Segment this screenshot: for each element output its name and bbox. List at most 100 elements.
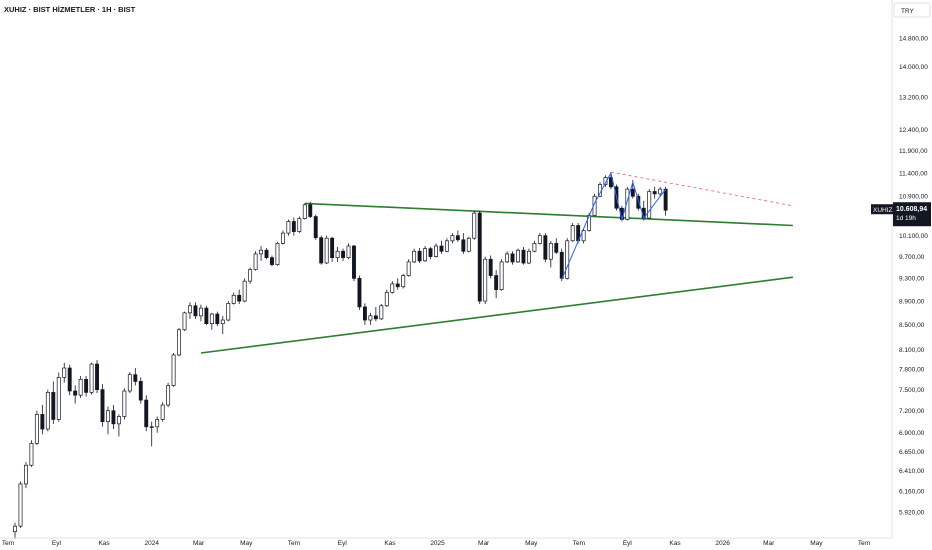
candle-body — [330, 237, 335, 258]
candle — [231, 292, 236, 305]
price-tick-label: 14.000,00 — [899, 64, 928, 71]
candle-body — [67, 367, 72, 392]
candle-body — [406, 261, 411, 276]
candle-body — [439, 245, 444, 252]
drawings-layer — [200, 202, 794, 354]
price-tick-label: 9.700,00 — [899, 254, 925, 261]
candle — [215, 311, 220, 327]
candle-body — [13, 525, 17, 532]
candle-body — [138, 381, 143, 401]
price-tick-label: 8.100,00 — [899, 347, 925, 354]
currency-label: TRY — [901, 8, 915, 15]
candle — [352, 244, 356, 282]
candle-body — [494, 275, 499, 290]
channel-upper-line[interactable] — [304, 202, 793, 227]
price-axis[interactable]: 5.920,00 6.160,00 6.410,00 6.650,00 6.900,00… — [899, 35, 928, 516]
candle — [188, 302, 192, 319]
candle-body — [581, 230, 586, 242]
candle-body — [275, 243, 280, 265]
candle — [248, 267, 253, 284]
price-tick-label: 6.900,00 — [899, 430, 925, 437]
candle — [78, 376, 83, 398]
candle — [100, 384, 105, 427]
candle — [444, 238, 449, 253]
candle — [297, 216, 302, 234]
currency-button[interactable]: TRY — [893, 2, 931, 18]
time-tick-label: Mar — [763, 540, 775, 547]
price-tick-label: 9.300,00 — [899, 276, 925, 283]
candle — [291, 217, 296, 236]
candle — [346, 243, 351, 260]
candle-body — [29, 443, 34, 466]
candle-body — [543, 235, 548, 260]
projection-dashed-line[interactable] — [610, 171, 793, 207]
candle — [73, 385, 78, 404]
price-tick-label: 11.900,00 — [899, 148, 928, 155]
candle-body — [155, 419, 160, 428]
candle — [565, 238, 570, 280]
candle — [395, 278, 400, 290]
candle-body — [40, 413, 45, 430]
pattern-layer — [561, 171, 793, 280]
price-tick-label: 7.800,00 — [899, 367, 925, 374]
candle-body — [472, 212, 477, 239]
candle — [516, 248, 520, 264]
candle — [149, 421, 154, 447]
candle — [242, 278, 247, 303]
candle-body — [423, 248, 428, 262]
candle-body — [182, 312, 187, 331]
candle — [313, 214, 318, 240]
candle-body — [149, 426, 154, 428]
candle-body — [324, 237, 329, 264]
candle — [144, 395, 149, 432]
candle — [423, 246, 428, 262]
price-tick-label: 11.400,00 — [899, 170, 928, 177]
time-tick-label: May — [810, 540, 823, 547]
candle — [275, 241, 280, 266]
zigzag-line[interactable] — [610, 172, 666, 222]
candle — [270, 255, 274, 267]
candle — [554, 238, 559, 254]
time-tick-label: Mar — [478, 540, 490, 547]
candle-body — [215, 313, 220, 325]
candle — [133, 368, 138, 386]
candle-body — [127, 374, 132, 392]
price-tick-label: 14.800,00 — [899, 35, 928, 42]
candle — [570, 223, 575, 242]
candle-body — [521, 249, 526, 264]
time-axis[interactable]: Tem Eyl Kas 2024 Mar May Tem Eyl Kas 2025 Mar May Te… — [2, 540, 870, 547]
candle — [373, 306, 378, 322]
candle-body — [259, 249, 264, 255]
candle — [226, 301, 231, 322]
candle — [220, 315, 225, 335]
candle-body — [34, 413, 39, 444]
candle — [122, 388, 127, 420]
rally-line[interactable] — [561, 172, 612, 280]
time-tick-label: 2025 — [430, 540, 445, 547]
candle-body — [319, 237, 324, 264]
candle — [51, 381, 56, 424]
candle-body — [270, 257, 274, 265]
channel-lower-line[interactable] — [200, 276, 794, 354]
candle-body — [570, 225, 575, 242]
time-tick-label: 2024 — [144, 540, 159, 547]
candle — [34, 410, 39, 445]
candle — [537, 233, 542, 245]
candle — [548, 240, 553, 268]
candle — [406, 259, 411, 277]
candle-body — [100, 389, 105, 422]
candle-body — [286, 221, 291, 234]
candle-body — [434, 245, 438, 257]
candle — [652, 186, 657, 199]
candle-body — [220, 319, 225, 325]
candle-body — [362, 306, 367, 321]
candle — [658, 186, 663, 197]
candle — [335, 247, 340, 262]
time-tick-label: Tem — [573, 540, 585, 547]
candle-body — [565, 240, 570, 279]
candle-body — [166, 385, 171, 406]
candle — [259, 246, 264, 261]
candle-body — [226, 303, 231, 321]
candle-body — [231, 294, 236, 304]
